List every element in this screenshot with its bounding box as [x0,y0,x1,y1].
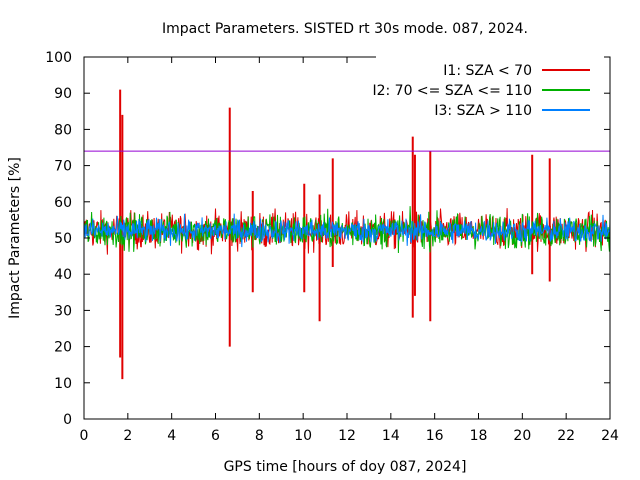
series-3-trace [83,213,611,248]
x-axis-label: GPS time [hours of doy 087, 2024] [224,459,467,475]
y-tick-label: 100 [45,50,72,66]
series-3 [83,213,611,248]
x-tick-label: 12 [338,428,356,444]
y-tick-label: 90 [54,86,72,102]
y-tick-label: 40 [54,267,72,283]
axes-layer: 0 2 4 6 8 10 12 14 16 18 20 22 240102030405060708090… [45,50,619,444]
y-tick-label: 60 [54,195,72,211]
y-tick-label: 80 [54,122,72,138]
x-tick-label: 4 [167,428,176,444]
legend-label-1: I1: SZA < 70 [443,63,532,79]
chart-title: Impact Parameters. SISTED rt 30s mode. 0… [162,21,528,37]
y-tick-label: 10 [54,376,72,392]
x-tick-label: 24 [601,428,619,444]
x-tick-label: 6 [211,428,220,444]
y-tick-label: 20 [54,340,72,356]
x-tick-label: 22 [557,428,575,444]
x-tick-label: 8 [255,428,264,444]
x-tick-label: 18 [470,428,488,444]
y-tick-label: 30 [54,303,72,319]
y-tick-label: 0 [63,412,72,428]
legend: I1: SZA < 70 I2: 70 <= SZA <= 110 I3: SZA … [372,56,604,119]
y-tick-label: 50 [54,231,72,247]
legend-label-3: I3: SZA > 110 [434,103,532,119]
x-tick-label: 2 [123,428,132,444]
x-tick-label: 16 [426,428,444,444]
x-tick-label: 14 [382,428,400,444]
x-tick-label: 10 [294,428,312,444]
x-tick-label: 20 [513,428,531,444]
y-axis-label: Impact Parameters [%] [7,157,23,319]
y-tick-label: 70 [54,159,72,175]
x-tick-label: 0 [80,428,89,444]
legend-label-2: I2: 70 <= SZA <= 110 [372,83,532,99]
series-layer [83,89,611,380]
